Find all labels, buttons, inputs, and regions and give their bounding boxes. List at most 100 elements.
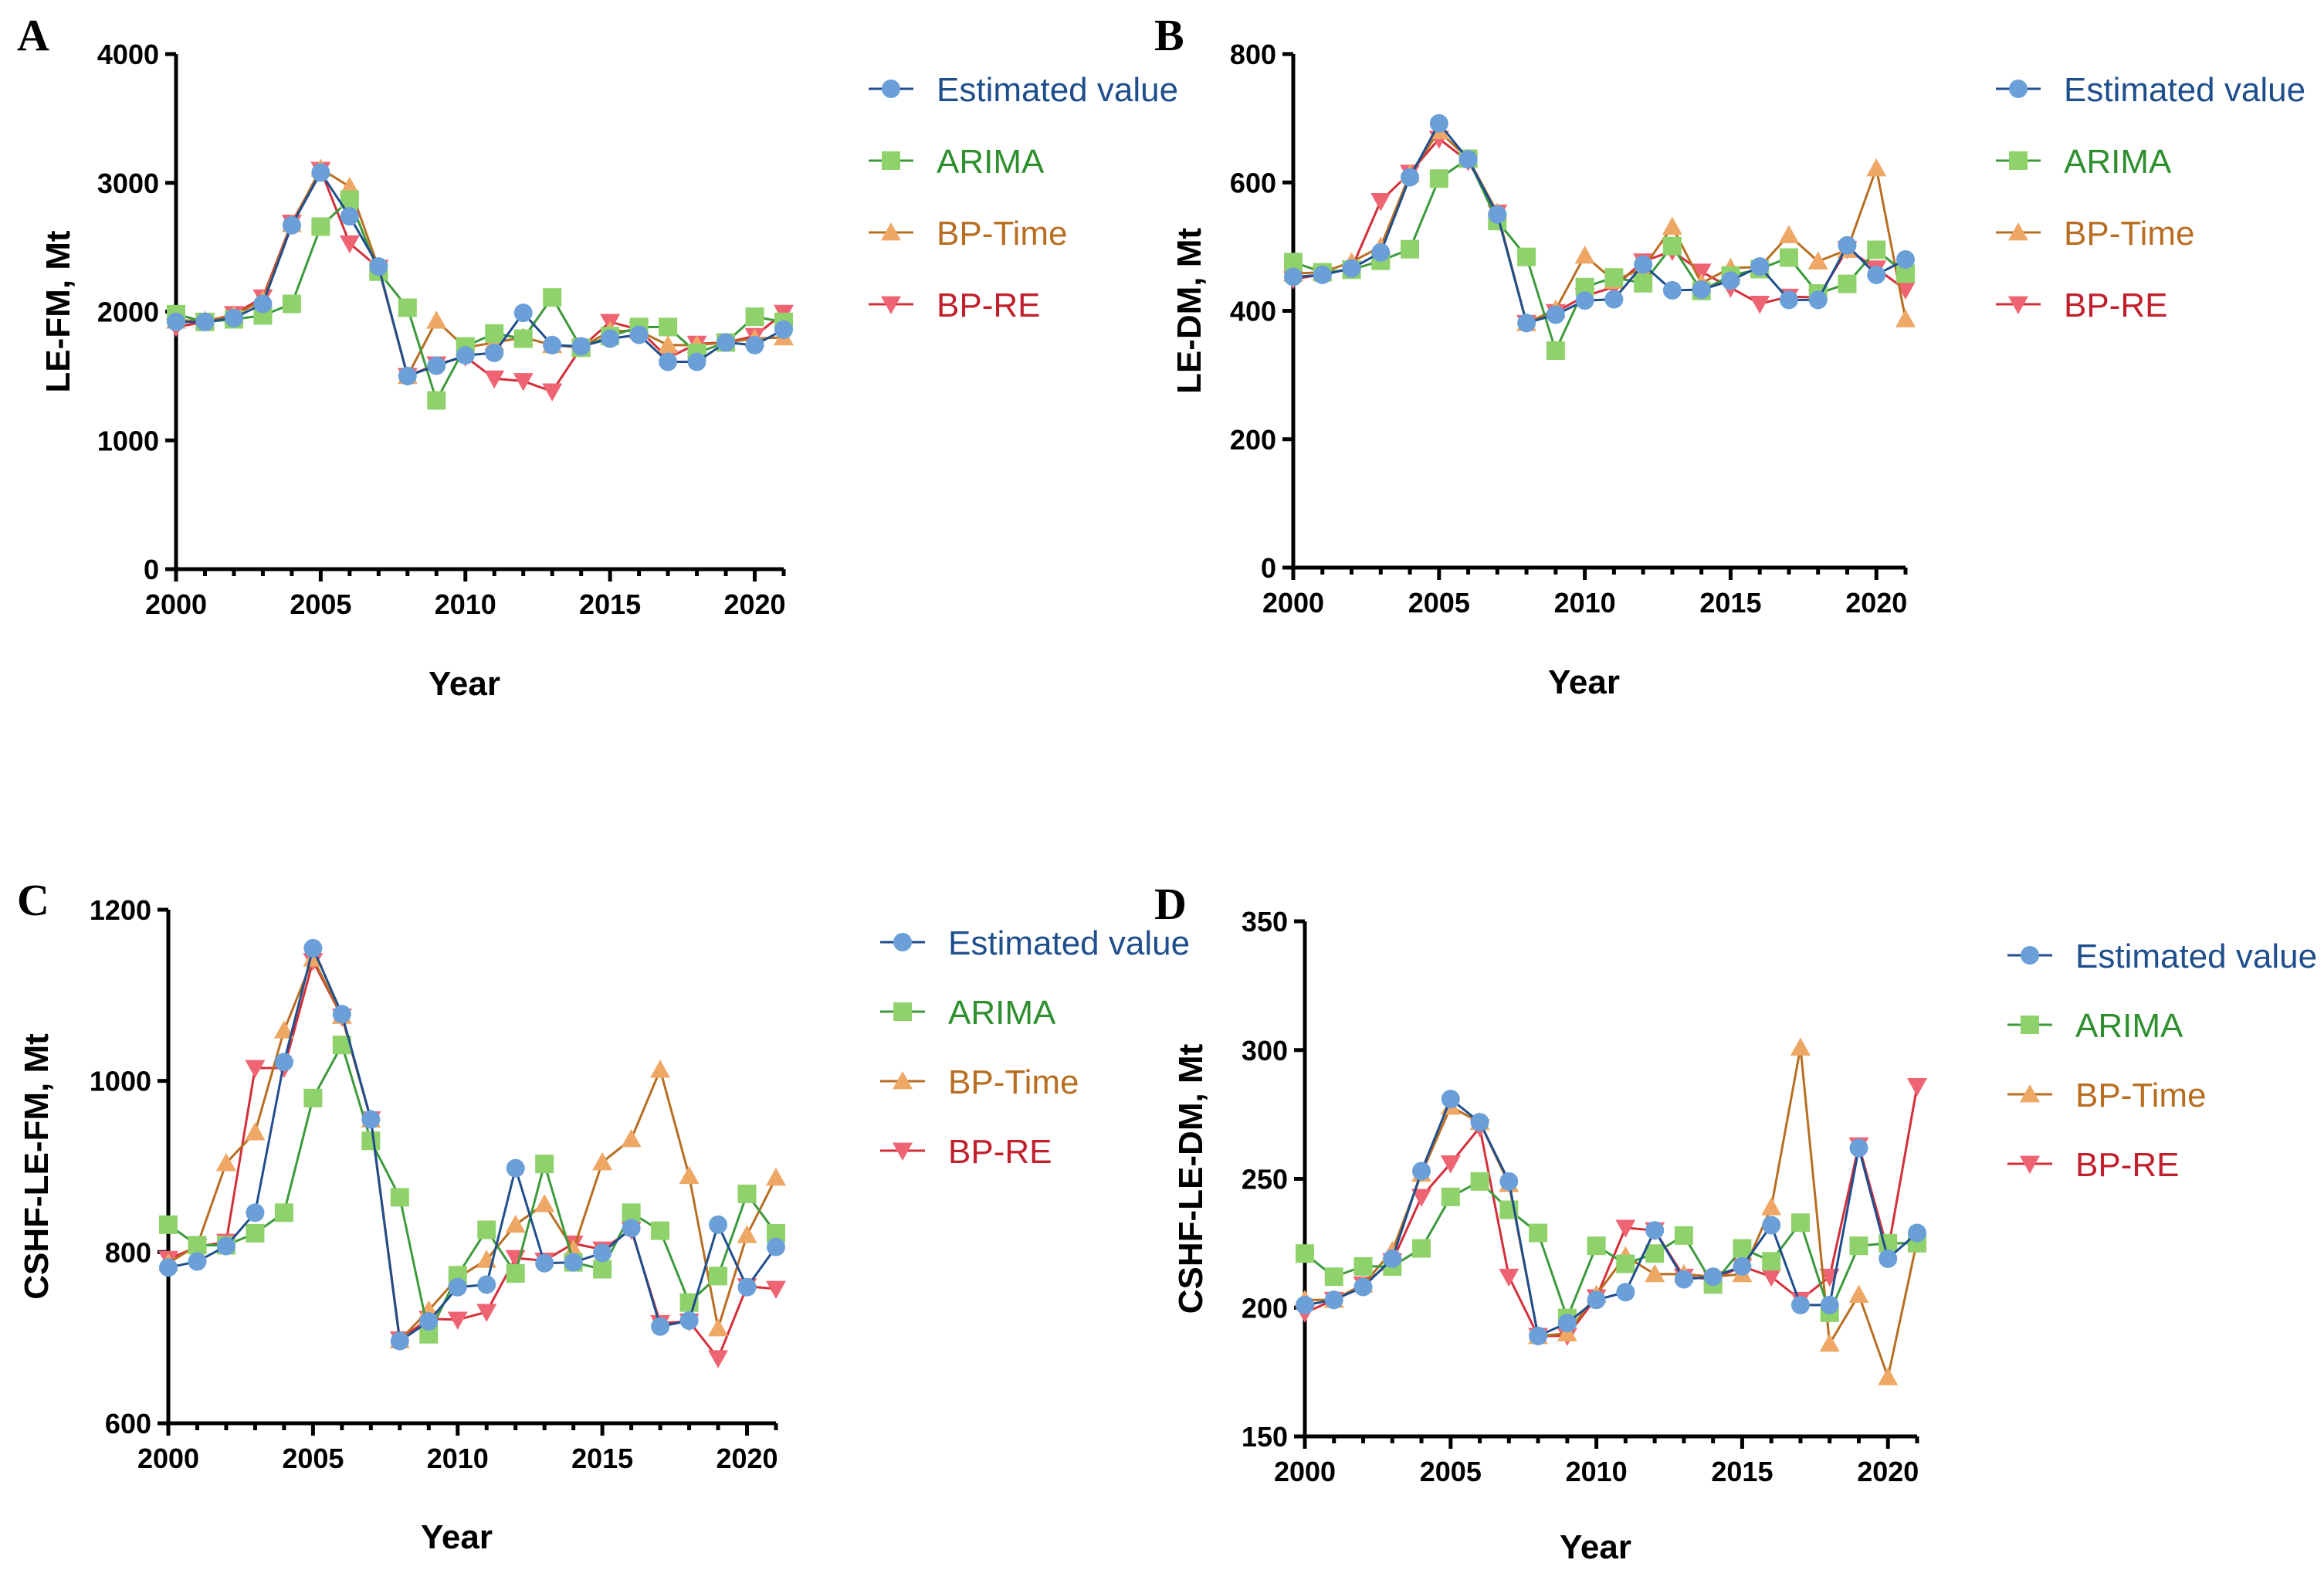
panel-a-data-point [513, 373, 534, 392]
panel-d-data-point [1645, 1221, 1665, 1240]
panel-c-data-point [159, 1215, 178, 1234]
panel-c-data-point [390, 1188, 409, 1207]
panel-b-y-tick-label: 400 [1230, 296, 1276, 327]
panel-a-legend: Estimated value ARIMA BP-Time BP-RE [869, 71, 1178, 324]
panel-c-data-point [273, 1020, 294, 1039]
panel-b-data-point [1517, 247, 1536, 266]
panel-c-legend-marker [893, 1002, 912, 1021]
panel-c-data-point [447, 1311, 468, 1330]
panel-c-data-point [188, 1236, 207, 1255]
panel-d-data-point [1557, 1314, 1577, 1333]
panel-b-data-point [1429, 169, 1448, 188]
panel-a-data-point [513, 303, 533, 323]
panel-a-x-tick-label: 2015 [579, 588, 641, 620]
panel-a-data-point [340, 190, 359, 209]
panel-d-data-point [1645, 1244, 1665, 1263]
panel-a-legend-label: BP-Time [937, 215, 1068, 253]
panel-a-data-point [745, 335, 764, 354]
panel-a-y-tick-label: 1000 [97, 425, 159, 456]
panel-d-legend-item: Estimated value [2007, 938, 2317, 975]
panel-b-data-point [1517, 314, 1536, 333]
panel-a-data-point [456, 346, 475, 365]
panel-b-data-point [1807, 251, 1828, 270]
panel-a-data-point [629, 325, 649, 344]
panel-b-data-point [1866, 158, 1887, 177]
panel-d-data-point [1790, 1213, 1810, 1233]
panel-a-data-point [427, 356, 446, 375]
panel-b-data-point [1574, 246, 1595, 264]
panel-b-data-point [1662, 280, 1682, 300]
panel-d-axes: 150 200 250 300 350 2000 2005 2010 2015 2020 Year C… [1172, 906, 1919, 1566]
panel-a-data-point [659, 317, 678, 337]
panel-a-legend-label: ARIMA [937, 143, 1045, 181]
panel-c-data-point [737, 1277, 757, 1297]
panel-c-x-tick-label: 2005 [282, 1443, 344, 1474]
panel-a-data-point [485, 324, 504, 343]
panel-d-plot-area [1295, 1037, 1927, 1385]
panel-a-x-tick-label: 2020 [723, 588, 785, 620]
panel-a-legend-marker [882, 80, 900, 98]
panel-d-y-axis-title: CSHF-LE-DM, Mt [1172, 1043, 1210, 1314]
panel-c-legend-item: Estimated value [880, 924, 1190, 962]
panel-d-data-point [1645, 1263, 1665, 1283]
panel-b-legend-marker [2008, 296, 2028, 314]
panel-d-data-point [1470, 1113, 1489, 1132]
panel-b-legend-marker [2009, 80, 2028, 98]
panel-b: B 0 200 400 600 800 2000 2005 2010 2015 2020 Year L… [1154, 10, 2305, 701]
panel-d-legend-marker [2021, 946, 2039, 965]
panel-a-data-point [542, 383, 563, 402]
panel-d-series-line-bp-time [1305, 1046, 1919, 1378]
panel-c-data-point [245, 1122, 266, 1141]
panel-a-legend-item: ARIMA [869, 143, 1045, 181]
panel-d-data-point [1324, 1267, 1343, 1287]
panel-a-legend-item: BP-RE [869, 287, 1040, 324]
panel-a-data-point [543, 288, 562, 307]
panel-c-axes: 600 800 1000 1200 2000 2005 2010 2015 2020 Year CS… [18, 894, 778, 1556]
panel-b-data-point [1692, 280, 1711, 300]
panel-d-data-point [1849, 1138, 1868, 1158]
panel-a-data-point [311, 217, 330, 236]
panel-a-data-point [543, 335, 562, 354]
panel-c-data-point [245, 1060, 266, 1079]
panel-b-data-point [1838, 236, 1857, 255]
panel-c-legend-item: BP-Time [880, 1063, 1079, 1101]
panel-b-y-axis-title: LE-DM, Mt [1170, 228, 1208, 394]
panel-c-data-point [767, 1237, 785, 1256]
panel-b-data-point [1313, 265, 1332, 284]
panel-d-data-point [1733, 1239, 1752, 1258]
panel-a-data-point [369, 257, 388, 276]
panel-c-data-point [215, 1153, 236, 1172]
panel-d-data-point [1383, 1249, 1402, 1268]
panel-b-legend-label: BP-Time [2064, 215, 2195, 253]
panel-c-data-point [506, 1264, 525, 1283]
panel-a-data-point [513, 329, 533, 348]
panel-a-x-axis-title: Year [429, 665, 500, 703]
panel-a-data-point [195, 312, 215, 331]
panel-c-data-point [303, 938, 323, 958]
panel-d-data-point [1616, 1283, 1635, 1302]
panel-c-legend: Estimated value ARIMA BP-Time BP-RE [880, 924, 1190, 1171]
panel-b-legend-label: ARIMA [2064, 143, 2172, 181]
panel-d-data-point [1762, 1252, 1781, 1271]
panel-c-data-point [651, 1317, 670, 1336]
panel-d-legend-marker [2020, 1084, 2040, 1103]
panel-b-data-point [1662, 236, 1682, 256]
panel-a-y-tick-label: 4000 [97, 39, 159, 70]
panel-b-data-point [1546, 305, 1565, 324]
panel-c-data-point [709, 1267, 728, 1286]
panel-c-data-point [535, 1155, 554, 1174]
panel-b-data-point [1779, 290, 1798, 310]
panel-a-legend-marker [882, 151, 900, 170]
panel-b-data-point [1458, 150, 1478, 169]
panel-b-series-line-bp-time [1292, 130, 1907, 324]
panel-c-series-line-bp-re [168, 960, 777, 1360]
panel-d-data-point [1615, 1219, 1636, 1238]
panel-c-legend-label: BP-Time [948, 1063, 1079, 1101]
panel-c-data-point [246, 1203, 265, 1222]
panel-b-data-point [1546, 341, 1565, 361]
panel-d-data-point [1761, 1268, 1782, 1287]
panel-d-legend-item: ARIMA [2007, 1007, 2183, 1045]
panel-b-series-line-bp-re [1292, 137, 1906, 324]
panel-d-data-point [1296, 1295, 1314, 1314]
panel-d-data-point [1499, 1172, 1519, 1191]
